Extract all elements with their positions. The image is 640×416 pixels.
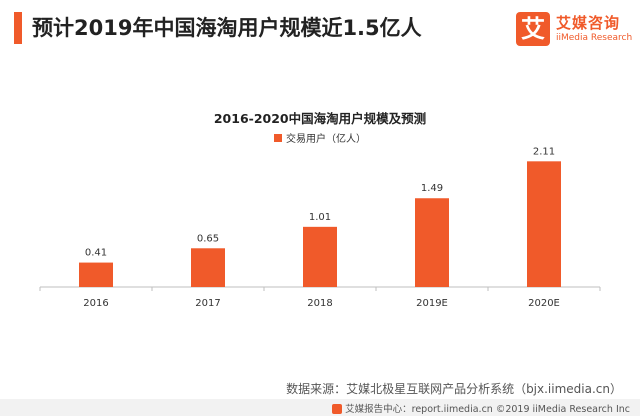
brand-logo: 艾 艾媒咨询 iiMedia Research — [516, 12, 634, 48]
x-tick-label-2020E: 2020E — [528, 298, 560, 309]
logo-subtitle: iiMedia Research — [556, 33, 633, 43]
chart-title: 2016-2020中国海淘用户规模及预测 — [213, 111, 427, 126]
bar-2019E — [415, 198, 449, 287]
headline-accent-bar — [14, 12, 22, 44]
page-headline: 预计2019年中国海淘用户规模近1.5亿人 — [32, 16, 422, 40]
footer-copyright-text: 艾媒报告中心：report.iimedia.cn ©2019 iiMedia R… — [345, 404, 630, 415]
data-label-2020E: 2.11 — [533, 146, 555, 157]
bar-2017 — [191, 248, 225, 287]
footer-copyright: 艾媒报告中心：report.iimedia.cn ©2019 iiMedia R… — [332, 401, 630, 415]
data-label-2017: 0.65 — [197, 233, 219, 244]
data-source-note: 数据来源：艾媒北极星互联网产品分析系统（bjx.iimedia.cn） — [286, 382, 622, 396]
x-tick-label-2018: 2018 — [307, 298, 332, 309]
legend-label: 交易用户（亿人） — [286, 134, 366, 145]
data-label-2018: 1.01 — [309, 212, 331, 223]
x-tick-label-2016: 2016 — [83, 298, 108, 309]
bar-2018 — [303, 226, 337, 287]
data-label-2016: 0.41 — [85, 248, 107, 259]
logo-mark-icon: 艾 — [516, 12, 550, 46]
legend-swatch — [274, 134, 282, 142]
footer-logo-icon — [332, 403, 343, 414]
chart-legend: 交易用户（亿人） — [0, 130, 640, 145]
footer-bar — [0, 399, 640, 416]
bar-2016 — [79, 262, 113, 287]
data-label-2019E: 1.49 — [421, 183, 443, 194]
x-tick-label-2017: 2017 — [195, 298, 220, 309]
x-tick-label-2019E: 2019E — [416, 298, 448, 309]
bar-2020E — [527, 161, 561, 287]
logo-name: 艾媒咨询 — [556, 14, 621, 32]
